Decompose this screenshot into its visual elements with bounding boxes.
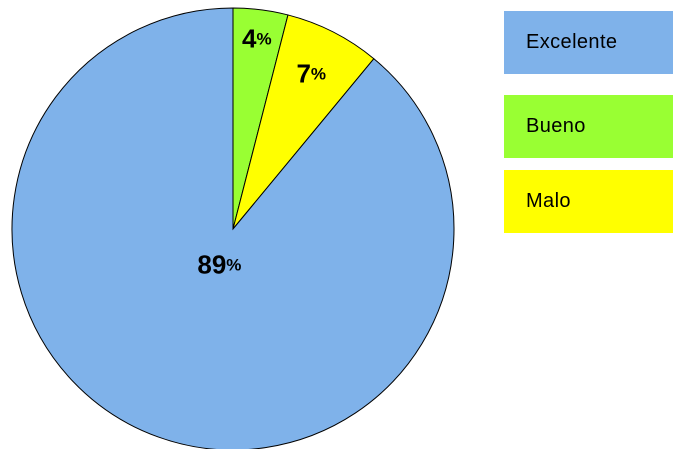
legend-label-bueno: Bueno xyxy=(526,115,586,137)
legend-item-malo: Malo xyxy=(504,170,673,233)
pie-slice-excelente xyxy=(11,7,455,449)
legend-item-bueno: Bueno xyxy=(504,95,673,158)
legend-label-malo: Malo xyxy=(526,190,571,212)
data-label-malo: 7% xyxy=(296,58,326,88)
data-label-bueno: 4% xyxy=(242,23,272,53)
pie-plot-area: 4% 7% 89% xyxy=(11,7,455,449)
legend-item-excelente: Excelente xyxy=(504,11,673,74)
legend-label-excelente: Excelente xyxy=(526,31,618,53)
data-label-excelente: 89% xyxy=(197,249,241,279)
